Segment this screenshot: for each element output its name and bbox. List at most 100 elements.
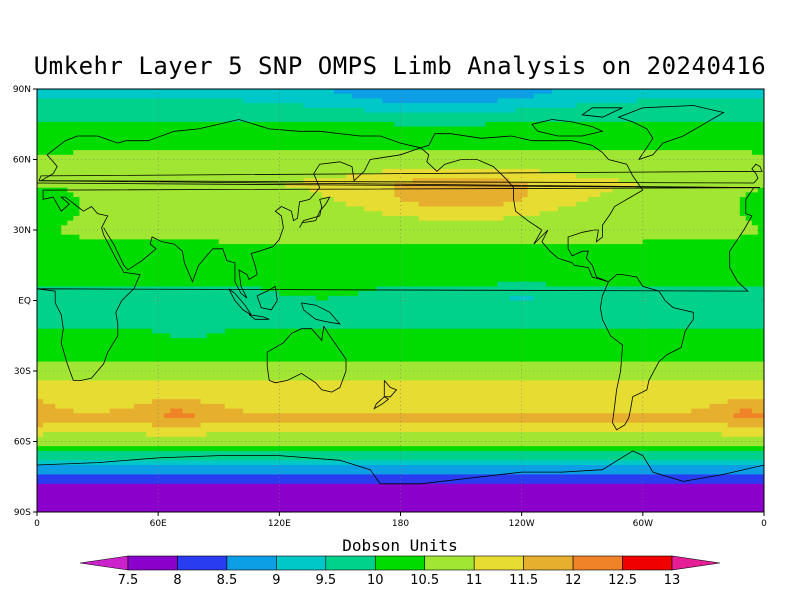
field-cell bbox=[243, 98, 383, 104]
field-cell bbox=[37, 272, 764, 278]
field-cell bbox=[37, 469, 764, 475]
field-cell bbox=[37, 389, 764, 396]
colorbar-label: 12.5 bbox=[608, 573, 637, 588]
field-cell bbox=[346, 201, 420, 208]
colorbar-label: 8.5 bbox=[217, 573, 238, 588]
field-cell bbox=[37, 253, 764, 259]
field-cell bbox=[37, 432, 44, 438]
field-cell bbox=[757, 225, 764, 231]
field-cell bbox=[642, 239, 764, 245]
coastline bbox=[301, 302, 341, 325]
field-cell bbox=[279, 291, 359, 297]
field-cell bbox=[558, 206, 741, 212]
field-cell bbox=[745, 215, 764, 222]
coastlines bbox=[37, 105, 764, 485]
lat-tick-label: EQ bbox=[18, 297, 31, 307]
field-cell bbox=[37, 403, 56, 410]
field-cell bbox=[164, 413, 196, 419]
field-cell bbox=[321, 192, 395, 198]
field-cell bbox=[206, 432, 723, 438]
field-cell bbox=[418, 215, 505, 222]
field-cell bbox=[37, 267, 764, 273]
field-cell bbox=[721, 432, 764, 438]
colorbar-label: 11.5 bbox=[509, 573, 538, 588]
coastline bbox=[248, 314, 270, 320]
field-cell bbox=[382, 168, 541, 175]
field-cell bbox=[37, 239, 220, 245]
field-cell bbox=[109, 408, 171, 414]
field-cell bbox=[73, 408, 111, 414]
field-cell bbox=[37, 497, 764, 504]
field-cell bbox=[751, 408, 764, 414]
field-cell bbox=[37, 173, 347, 179]
field-cell bbox=[527, 187, 614, 193]
lon-tick-label: 0 bbox=[761, 519, 767, 529]
field-cell bbox=[37, 300, 764, 306]
field-cell bbox=[37, 150, 74, 156]
lon-tick-label: 60W bbox=[633, 519, 653, 529]
field-cell bbox=[509, 178, 620, 184]
lat-tick-label: 30N bbox=[13, 226, 31, 236]
field-cell bbox=[745, 192, 764, 198]
ozone-field bbox=[37, 89, 764, 512]
colorbar-swatch bbox=[226, 555, 277, 571]
field-cell bbox=[394, 187, 529, 193]
coastline bbox=[38, 163, 763, 184]
field-cell bbox=[37, 234, 80, 240]
field-cell bbox=[43, 399, 153, 405]
field-cell bbox=[37, 201, 80, 208]
colorbar-swatch bbox=[276, 555, 327, 571]
field-cell bbox=[394, 192, 529, 198]
field-cell bbox=[376, 286, 764, 292]
field-cell bbox=[182, 408, 244, 414]
field-cell bbox=[79, 206, 365, 212]
field-cell bbox=[37, 333, 171, 339]
field-cell bbox=[79, 201, 347, 208]
lon-axis: 0 60E 120E 180 120W 60W 0 bbox=[34, 512, 767, 529]
field-cell bbox=[261, 286, 377, 292]
colorbar-swatch bbox=[572, 555, 623, 571]
field-cell bbox=[739, 211, 764, 217]
field-cell bbox=[539, 211, 741, 217]
field-cell bbox=[382, 98, 498, 104]
coastline bbox=[37, 450, 764, 485]
field-cell bbox=[133, 403, 226, 410]
field-cell bbox=[739, 206, 764, 212]
colorbar-swatch bbox=[325, 555, 376, 571]
coastline bbox=[37, 182, 761, 381]
lat-tick-label: 60N bbox=[13, 156, 31, 166]
field-cell bbox=[739, 234, 764, 240]
map-title: Umkehr Layer 5 SNP OMPS Limb Analysis on… bbox=[33, 52, 767, 80]
lat-tick-label: 30S bbox=[14, 367, 31, 377]
field-cell bbox=[37, 385, 764, 391]
field-cell bbox=[37, 258, 764, 264]
field-cell bbox=[352, 93, 535, 99]
field-cell bbox=[739, 197, 764, 203]
field-cell bbox=[37, 375, 764, 381]
field-cell bbox=[400, 197, 523, 203]
field-cell bbox=[37, 277, 764, 283]
field-cell bbox=[364, 107, 517, 114]
colorbar-label: 11 bbox=[466, 573, 483, 588]
field-cell bbox=[43, 422, 153, 428]
field-cell bbox=[37, 436, 764, 443]
grid-lines bbox=[37, 89, 764, 512]
field-cell bbox=[67, 220, 753, 226]
colorbar-swatch bbox=[473, 555, 524, 571]
field-cell bbox=[37, 309, 764, 316]
field-cell bbox=[61, 225, 759, 231]
field-cell bbox=[37, 117, 764, 123]
colorbar-swatch bbox=[127, 555, 178, 571]
field-cell bbox=[588, 197, 741, 203]
field-cell bbox=[394, 121, 486, 128]
field-cell bbox=[61, 230, 759, 236]
field-cell bbox=[521, 197, 589, 203]
field-cell bbox=[37, 103, 305, 109]
lat-tick-label: 60S bbox=[14, 438, 31, 448]
colorbar-high-arrow bbox=[671, 555, 721, 571]
coastline bbox=[383, 380, 398, 398]
field-cell bbox=[43, 432, 147, 438]
coastline bbox=[299, 196, 331, 228]
field-cell bbox=[751, 220, 764, 226]
field-cell bbox=[739, 408, 753, 414]
